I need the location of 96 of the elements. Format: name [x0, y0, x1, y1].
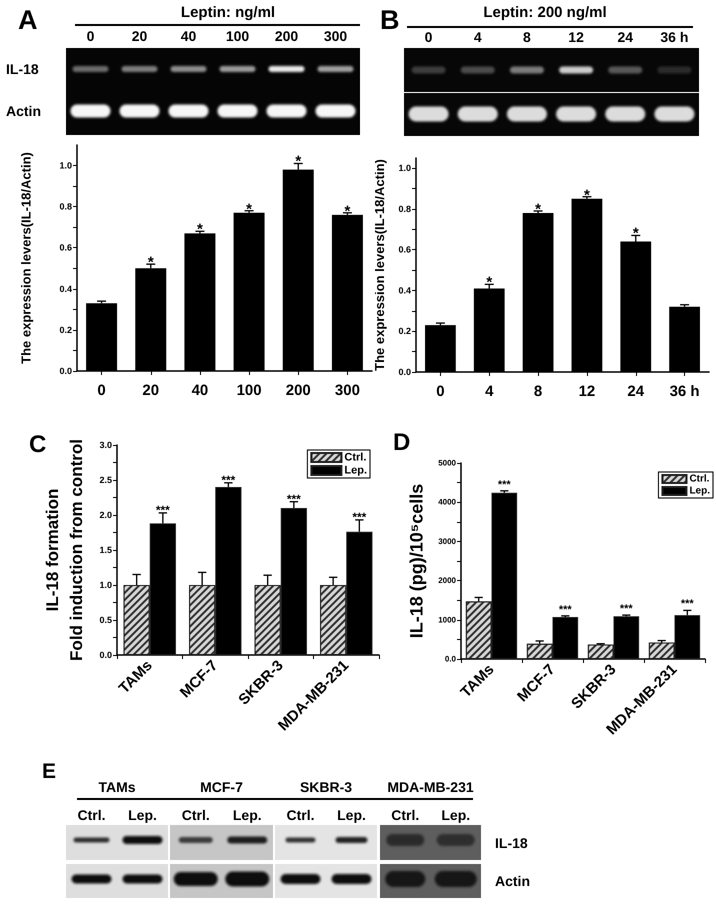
category-label: 20 — [132, 28, 148, 44]
y-tick-label: 1.0 — [398, 163, 411, 174]
category-label: MDA-MB-231 — [387, 779, 474, 795]
category-label: 8 — [523, 29, 531, 45]
category-label: MCF-7 — [200, 779, 243, 795]
y-tick-label: 0.8 — [59, 202, 72, 212]
text: Ctrl. — [391, 807, 420, 823]
y-tick-label: 2000 — [438, 576, 457, 586]
text: Lep. — [337, 807, 366, 823]
annotation: * — [486, 274, 492, 292]
text: IL-18 — [6, 61, 39, 77]
annotation: *** — [558, 604, 572, 616]
x-tick-label: 8 — [534, 383, 542, 400]
y-tick-label: 0.0 — [444, 654, 457, 664]
annotation: *** — [620, 602, 633, 615]
y-tick-label: 4000 — [438, 498, 457, 507]
annotation: *** — [498, 478, 511, 491]
text: B — [380, 5, 400, 35]
y-axis-title: The expression levers(IL-18/Actin) — [372, 159, 388, 371]
text: Lep. — [128, 807, 157, 823]
text: Ctrl. — [182, 807, 210, 823]
x-tick-label: 20 — [142, 382, 160, 399]
annotation: * — [632, 225, 639, 242]
legend-label: Lep. — [344, 464, 368, 476]
text: Actin — [495, 873, 530, 889]
x-tick-label: 36 h — [670, 383, 700, 400]
legend-label: Ctrl. — [344, 452, 366, 464]
text: A — [18, 5, 38, 35]
y-tick-label: 0.0 — [99, 650, 112, 660]
y-tick-label: 1000 — [438, 615, 457, 624]
text: Ctrl. — [286, 807, 314, 823]
category-label: 40 — [180, 28, 196, 44]
x-tick-label: 4 — [485, 383, 494, 400]
annotation: * — [148, 254, 154, 272]
category-label: 0 — [424, 29, 432, 45]
y-tick-label: 0.2 — [59, 324, 72, 335]
y-tick-label: 0.5 — [99, 615, 112, 625]
category-label: 100 — [226, 28, 250, 44]
y-tick-label: 1.5 — [99, 545, 112, 555]
y-tick-label: 0.2 — [398, 326, 411, 336]
y-tick-label: 0.6 — [398, 244, 411, 255]
x-tick-label: 24 — [627, 383, 645, 400]
x-tick-label: 300 — [334, 382, 360, 399]
category-label: 200 — [274, 28, 298, 44]
y-tick-label: 1.0 — [99, 580, 112, 590]
annotation: *** — [352, 510, 366, 524]
category-label: 4 — [474, 29, 482, 45]
x-tick-label: 40 — [192, 382, 208, 399]
legend-label: Ctrl. — [689, 474, 710, 484]
y-tick-label: 0.6 — [59, 242, 72, 253]
annotation: * — [584, 186, 590, 204]
y-tick-label: 0.0 — [59, 366, 72, 376]
annotation: *** — [221, 473, 236, 488]
y-tick-label: 2.0 — [99, 510, 112, 520]
category-label: 36 h — [660, 29, 688, 45]
annotation: * — [344, 202, 350, 220]
text: Actin — [6, 103, 41, 119]
y-axis-title: IL-18 (pg)/10⁵cells — [406, 484, 426, 638]
text: E — [42, 760, 56, 783]
annotation: *** — [680, 598, 694, 610]
category-label: 0 — [86, 28, 94, 44]
annotation: * — [295, 153, 302, 170]
y-tick-label: 5000 — [438, 458, 457, 468]
category-label: 300 — [324, 28, 348, 44]
y-tick-label: 0.4 — [398, 285, 411, 296]
y-tick-label: 0.0 — [398, 367, 411, 377]
y-tick-label: 1.0 — [59, 160, 72, 171]
annotation: *** — [286, 492, 301, 506]
x-tick-label: 100 — [236, 382, 262, 399]
chart-title: Leptin: 200 ng/ml — [483, 4, 607, 21]
legend-label: Lep. — [689, 486, 710, 496]
text: Lep. — [441, 807, 470, 823]
y-tick-label: 3000 — [438, 536, 457, 546]
text: D — [393, 429, 410, 456]
chart-title: Leptin: ng/ml — [180, 4, 276, 21]
annotation: * — [246, 200, 252, 218]
y-tick-label: 0.8 — [398, 204, 411, 214]
category-label: TAMs — [98, 779, 136, 795]
annotation: * — [535, 200, 541, 218]
text: C — [29, 431, 46, 458]
text: IL-18 — [495, 834, 528, 850]
x-tick-label: 0 — [97, 382, 106, 399]
annotation: *** — [156, 503, 170, 518]
category-label: 12 — [568, 29, 584, 45]
category-label: SKBR-3 — [300, 779, 352, 795]
annotation: * — [196, 221, 203, 238]
y-tick-label: 0.4 — [59, 284, 72, 294]
text: Lep. — [232, 807, 262, 823]
text: Ctrl. — [78, 807, 106, 823]
y-tick-label: 2.5 — [99, 475, 112, 485]
y-axis-title: The expression levers(IL-18/Actin) — [18, 152, 34, 364]
y-tick-label: 3.0 — [99, 440, 112, 450]
x-tick-label: 12 — [578, 383, 596, 400]
x-tick-label: 200 — [286, 382, 311, 399]
x-tick-label: 0 — [436, 383, 445, 400]
category-label: 24 — [617, 29, 634, 45]
